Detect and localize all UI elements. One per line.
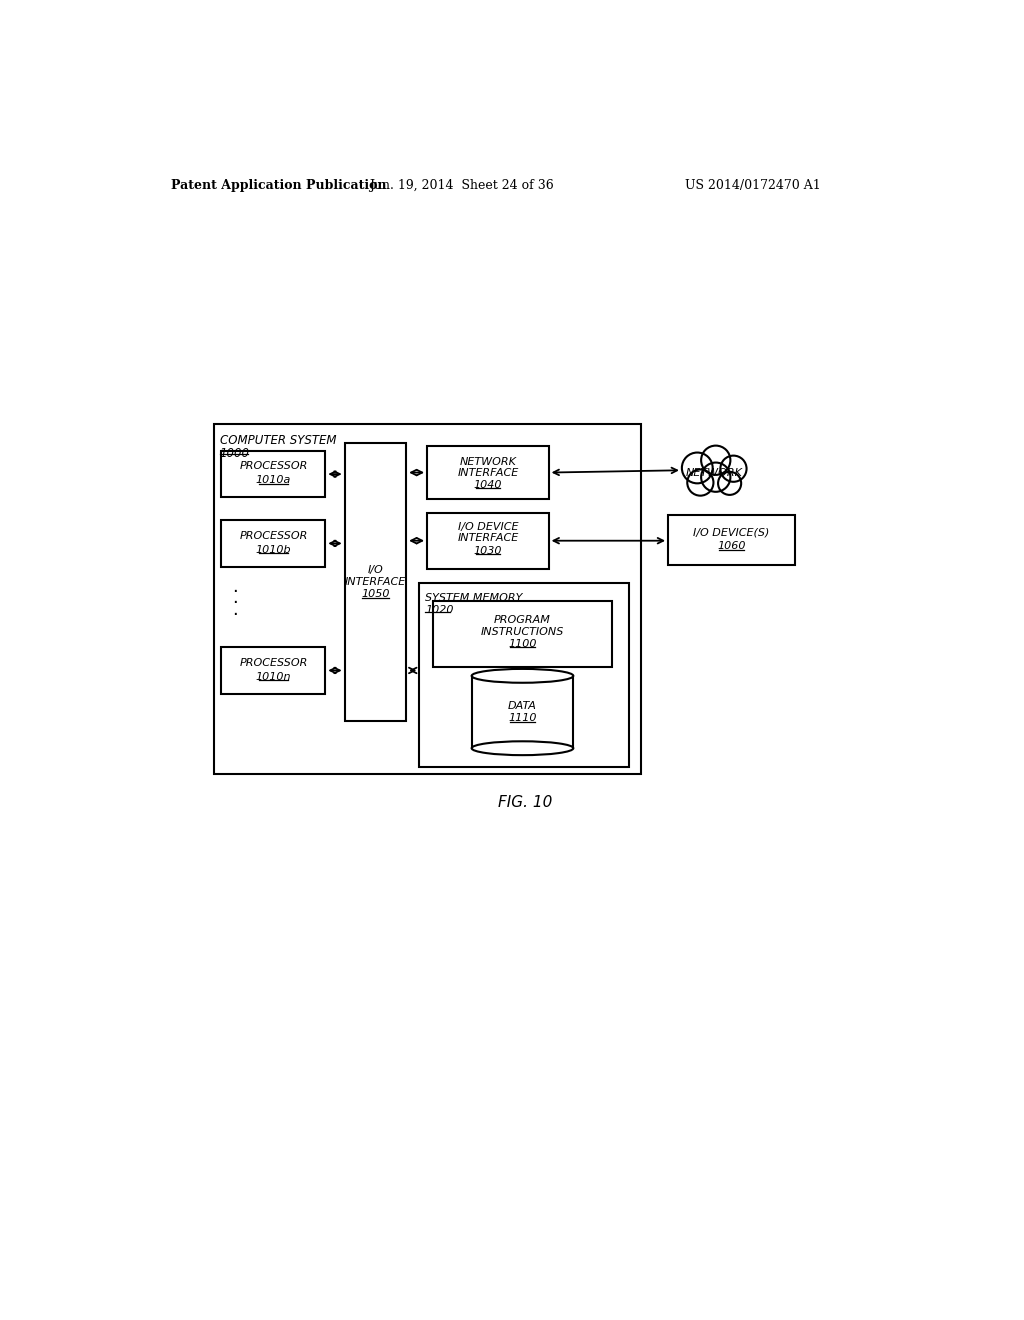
Text: 1020: 1020 <box>425 605 454 615</box>
Text: US 2014/0172470 A1: US 2014/0172470 A1 <box>685 178 820 191</box>
Text: 1110: 1110 <box>508 713 537 723</box>
Text: INTERFACE: INTERFACE <box>457 533 518 544</box>
Text: 1000: 1000 <box>220 447 250 461</box>
Text: NETWORK: NETWORK <box>460 457 516 467</box>
Bar <box>472 676 573 748</box>
Bar <box>221 647 326 693</box>
Circle shape <box>718 471 741 495</box>
Bar <box>427 512 549 569</box>
Bar <box>419 583 629 767</box>
Text: 1010a: 1010a <box>256 475 291 486</box>
Ellipse shape <box>472 669 573 682</box>
Circle shape <box>701 446 730 475</box>
Bar <box>433 601 611 667</box>
Bar <box>427 446 549 499</box>
Text: INSTRUCTIONS: INSTRUCTIONS <box>481 627 564 636</box>
Text: ·: · <box>232 583 239 601</box>
Text: PROGRAM: PROGRAM <box>494 615 551 624</box>
Text: 1050: 1050 <box>361 589 390 599</box>
Text: DATA: DATA <box>508 701 537 711</box>
Bar <box>221 520 326 566</box>
Circle shape <box>687 470 714 496</box>
Text: I/O DEVICE(S): I/O DEVICE(S) <box>693 527 770 537</box>
Bar <box>221 451 326 498</box>
Text: I/O: I/O <box>368 565 383 576</box>
Text: Patent Application Publication: Patent Application Publication <box>171 178 386 191</box>
Text: COMPUTER SYSTEM: COMPUTER SYSTEM <box>220 434 336 447</box>
Text: ·: · <box>232 606 239 624</box>
Text: PROCESSOR: PROCESSOR <box>240 657 307 668</box>
Bar <box>668 515 795 565</box>
Ellipse shape <box>472 742 573 755</box>
Bar <box>345 444 407 721</box>
Text: NETWORK: NETWORK <box>686 467 742 478</box>
Text: 1040: 1040 <box>473 480 502 490</box>
Text: 1010b: 1010b <box>256 545 291 554</box>
Text: INTERFACE: INTERFACE <box>345 577 407 587</box>
Text: PROCESSOR: PROCESSOR <box>240 531 307 541</box>
Text: Jun. 19, 2014  Sheet 24 of 36: Jun. 19, 2014 Sheet 24 of 36 <box>370 178 554 191</box>
Text: SYSTEM MEMORY: SYSTEM MEMORY <box>425 593 523 603</box>
Text: 1010n: 1010n <box>256 672 291 681</box>
Circle shape <box>701 462 730 492</box>
Text: PROCESSOR: PROCESSOR <box>240 462 307 471</box>
Text: ·: · <box>232 594 239 612</box>
Text: 1060: 1060 <box>717 541 745 550</box>
Text: FIG. 10: FIG. 10 <box>498 796 552 810</box>
Text: I/O DEVICE: I/O DEVICE <box>458 521 518 532</box>
Circle shape <box>682 453 713 483</box>
Text: 1030: 1030 <box>473 545 502 556</box>
Text: INTERFACE: INTERFACE <box>457 467 518 478</box>
Bar <box>214 424 641 775</box>
Text: 1100: 1100 <box>508 639 537 649</box>
Circle shape <box>720 455 746 482</box>
